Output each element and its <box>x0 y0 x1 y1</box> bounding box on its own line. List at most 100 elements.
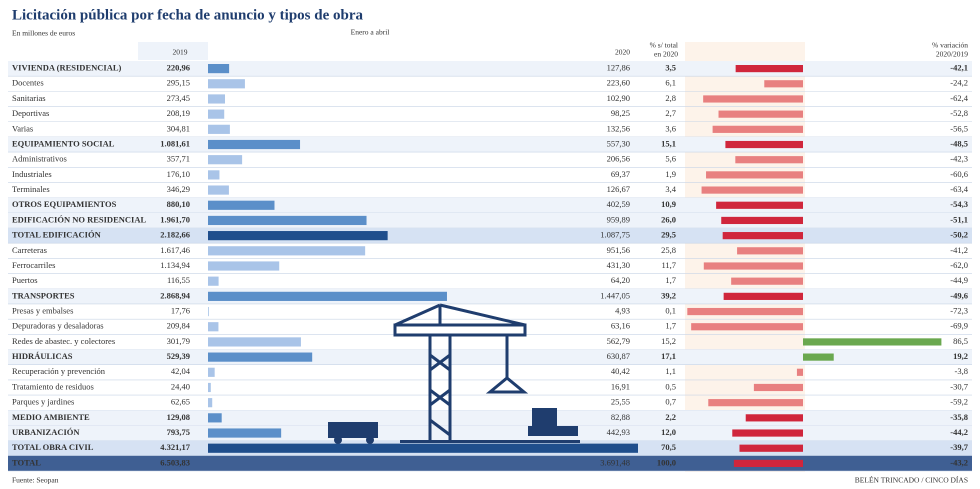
value-2020: 4,93 <box>615 306 630 316</box>
value-2020: 126,67 <box>607 184 630 194</box>
share: 2,2 <box>665 412 676 422</box>
col-header: % s/ total <box>650 41 678 50</box>
row-name: Carreteras <box>12 245 47 255</box>
bar-change <box>722 232 803 240</box>
bar-change <box>735 65 803 73</box>
bar-2020 <box>208 276 219 286</box>
share: 5,6 <box>665 154 676 164</box>
value-2019: 1.134,94 <box>160 260 191 270</box>
bar-change <box>723 292 803 300</box>
value-2020: 206,56 <box>607 154 630 164</box>
change: -54,3 <box>950 199 968 209</box>
row-name: TOTAL EDIFICACIÓN <box>12 230 102 240</box>
bar-2020 <box>208 413 222 423</box>
value-2019: 209,84 <box>167 321 191 331</box>
crane-illustration <box>393 303 529 440</box>
bar-change <box>725 140 803 149</box>
change: -42,3 <box>950 154 968 164</box>
change: -44,9 <box>950 275 968 285</box>
value-2020: 431,30 <box>607 260 630 270</box>
header-bg <box>138 42 208 60</box>
change: -35,8 <box>950 412 968 422</box>
bar-2020 <box>208 64 230 74</box>
row-name: TOTAL <box>12 457 41 467</box>
change: -62,4 <box>950 93 968 103</box>
share: 6,1 <box>665 78 676 88</box>
bar-2020 <box>208 398 213 408</box>
share: 26,0 <box>661 214 676 224</box>
value-2019: 208,19 <box>167 108 190 118</box>
bar-change <box>712 125 803 133</box>
value-2019: 129,08 <box>167 412 190 422</box>
value-2019: 2.868,94 <box>160 290 191 300</box>
row-name: Docentes <box>12 78 44 88</box>
value-2020: 442,93 <box>607 427 630 437</box>
row-name: MEDIO AMBIENTE <box>12 412 90 422</box>
value-2019: 793,75 <box>167 427 190 437</box>
bar-change <box>703 262 803 270</box>
row-name: EQUIPAMIENTO SOCIAL <box>12 138 115 148</box>
row-name: Sanitarias <box>12 93 46 103</box>
change: -49,6 <box>950 290 968 300</box>
col-header: 2019 <box>173 48 188 57</box>
value-2020: 63,16 <box>611 321 630 331</box>
value-2019: 17,76 <box>171 306 190 316</box>
share: 1,7 <box>665 321 676 331</box>
row-name: Recuperación y prevención <box>12 366 106 376</box>
value-2019: 346,29 <box>167 184 190 194</box>
share: 3,5 <box>665 63 676 73</box>
bar-2020 <box>208 124 230 134</box>
bar-change <box>716 201 803 209</box>
change: -60,6 <box>950 169 968 179</box>
row-name: Tratamiento de residuos <box>12 381 94 391</box>
bar-change <box>731 277 803 285</box>
change: -30,7 <box>950 381 968 391</box>
row-name: Ferrocarriles <box>12 260 55 270</box>
bar-change <box>753 383 803 392</box>
change: -41,2 <box>950 245 968 255</box>
value-2019: 42,04 <box>171 366 191 376</box>
value-2020: 951,56 <box>607 245 630 255</box>
value-2020: 3.691,48 <box>600 457 630 467</box>
bar-2020 <box>208 155 243 165</box>
change: -39,7 <box>950 442 968 452</box>
value-2019: 880,10 <box>167 199 190 209</box>
share: 25,8 <box>661 245 676 255</box>
value-2020: 1.087,75 <box>600 230 630 240</box>
row-bg <box>8 61 972 77</box>
value-2020: 40,42 <box>611 366 630 376</box>
change: -51,1 <box>950 214 968 224</box>
value-2019: 357,71 <box>167 154 190 164</box>
change: -63,4 <box>950 184 968 194</box>
row-name: Parques y jardines <box>12 397 74 407</box>
change: -43,2 <box>950 457 968 467</box>
value-2019: 220,96 <box>167 63 190 73</box>
share: 3,4 <box>665 184 676 194</box>
share: 0,1 <box>665 306 676 316</box>
value-2020: 402,59 <box>607 199 630 209</box>
bar-change <box>803 353 834 361</box>
row-name: Depuradoras y desaladoras <box>12 321 104 331</box>
row-name: Redes de abastec. y colectores <box>12 336 115 346</box>
value-2019: 176,10 <box>167 169 190 179</box>
row-name: TOTAL OBRA CIVIL <box>12 442 94 452</box>
bar-change <box>721 216 803 225</box>
row-name: Administrativos <box>12 154 67 164</box>
change: -42,1 <box>950 63 968 73</box>
value-2020: 1.447,05 <box>600 290 630 300</box>
row-name: Varias <box>12 123 33 133</box>
share: 3,6 <box>665 123 676 133</box>
col-header: % variación <box>932 41 968 50</box>
share: 1,9 <box>665 169 676 179</box>
bar-2020 <box>208 139 301 150</box>
row-name: EDIFICACIÓN NO RESIDENCIAL <box>12 214 146 224</box>
bar-2020 <box>208 322 219 332</box>
value-2019: 273,45 <box>167 93 190 103</box>
value-2020: 132,56 <box>607 123 630 133</box>
bar-2020 <box>208 170 220 180</box>
bar-change <box>737 247 803 255</box>
share: 12,0 <box>661 427 676 437</box>
row-name: URBANIZACIÓN <box>12 427 80 437</box>
share: 17,1 <box>661 351 676 361</box>
